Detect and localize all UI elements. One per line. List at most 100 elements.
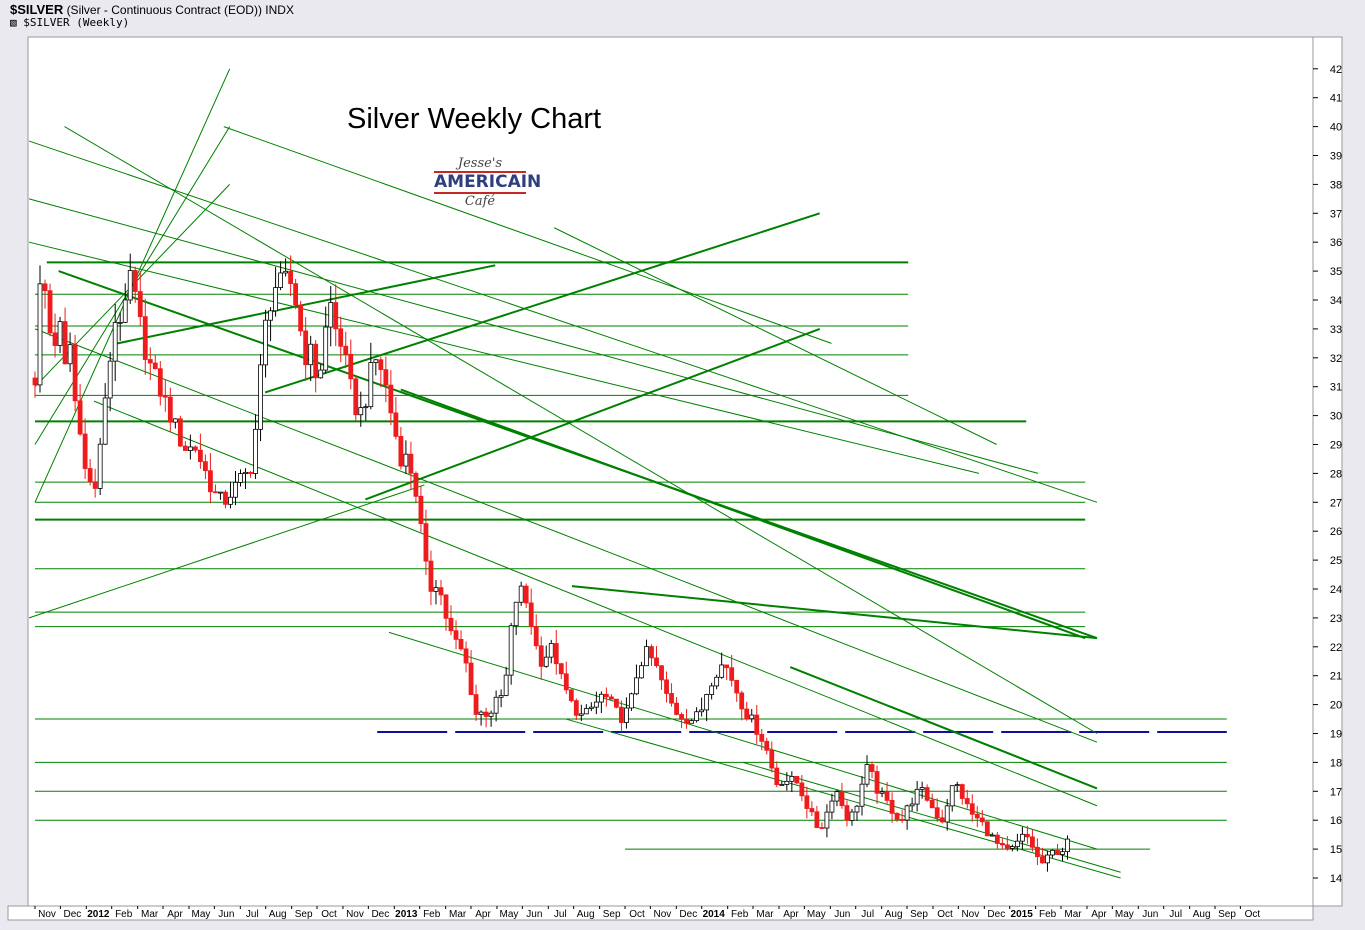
diagonal-trend-line: [28, 241, 980, 474]
diagonal-trend-line: [789, 666, 1098, 790]
candle-body: [1035, 846, 1040, 858]
candle-body: [924, 787, 930, 801]
candle-body: [182, 445, 188, 451]
candle-body: [724, 664, 730, 669]
x-tick-label: Sep: [295, 909, 313, 920]
candle-body: [854, 805, 860, 813]
candle-body: [137, 291, 143, 318]
candle-body: [829, 800, 835, 813]
candle-body: [719, 664, 725, 678]
candle-body: [819, 827, 825, 829]
candle-body: [243, 471, 248, 474]
candle-body: [172, 418, 178, 423]
candle-body: [77, 400, 83, 435]
candle-body: [92, 481, 98, 489]
x-tick-label: Oct: [1245, 909, 1261, 920]
y-tick-label: 24: [1330, 584, 1342, 596]
candle-body: [162, 395, 168, 398]
x-tick-label: Feb: [731, 909, 749, 920]
candle-body: [453, 630, 459, 640]
x-tick-label: Apr: [167, 909, 183, 920]
x-tick-label: Feb: [1039, 909, 1057, 920]
diagonal-trend-line: [28, 198, 1039, 474]
y-tick-label: 19: [1330, 729, 1342, 741]
logo-line1: Jesse's: [457, 156, 503, 171]
chart-header-series-line: ▧ $SILVER (Weekly): [10, 16, 129, 29]
y-tick-label: 31: [1330, 382, 1342, 394]
candle-body: [608, 696, 614, 700]
candle-body: [839, 791, 845, 807]
y-tick-label: 32: [1330, 353, 1342, 365]
candle-body: [964, 798, 970, 805]
x-tick-label: Mar: [1064, 909, 1082, 920]
candle-body: [203, 461, 208, 472]
series-icon: ▧: [10, 16, 17, 29]
diagonal-trend-line: [117, 264, 496, 345]
symbol-description: (Silver - Continuous Contract (EOD)): [66, 3, 262, 17]
candle-body: [874, 771, 880, 794]
candle-body: [47, 290, 53, 334]
candle-body: [318, 369, 324, 379]
candle-body: [353, 378, 359, 416]
candle-body: [598, 693, 604, 703]
candle-body: [513, 601, 519, 627]
candle-body: [814, 811, 820, 828]
y-tick-label: 39: [1330, 151, 1342, 163]
symbol-label: $SILVER: [10, 2, 64, 17]
candle-body: [884, 791, 890, 801]
candle-body: [889, 799, 895, 814]
candle-body: [769, 749, 775, 769]
candle-body: [248, 471, 253, 474]
candle-body: [914, 788, 920, 805]
x-tick-label: Sep: [1218, 909, 1236, 920]
candle-body: [478, 711, 484, 715]
candle-body: [804, 795, 810, 809]
candle-body: [834, 791, 840, 802]
candle-body: [383, 369, 389, 386]
candle-body: [67, 344, 73, 365]
candle-body: [959, 784, 965, 799]
candle-body: [759, 733, 765, 742]
candle-body: [1019, 833, 1025, 842]
candle-body: [984, 821, 990, 837]
candle-body: [624, 707, 629, 723]
candle-body: [864, 764, 870, 785]
x-tick-label: Apr: [783, 909, 799, 920]
x-tick-label: Feb: [423, 909, 441, 920]
candle-body: [849, 811, 855, 821]
candle-body: [869, 764, 875, 772]
candle-body: [253, 428, 258, 474]
x-tick-label: Oct: [321, 909, 337, 920]
y-tick-label: 40: [1330, 122, 1342, 134]
candle-body: [393, 412, 399, 437]
candle-body: [132, 270, 138, 292]
candle-body: [1030, 836, 1035, 848]
candle-body: [62, 321, 68, 365]
candle-body: [408, 453, 414, 474]
y-tick-label: 25: [1330, 555, 1342, 567]
candle-body: [87, 468, 93, 483]
candle-body: [1009, 846, 1015, 849]
candle-body: [654, 657, 659, 667]
candle-body: [1004, 844, 1010, 849]
candle-body: [102, 397, 108, 445]
candle-body: [844, 805, 850, 821]
candle-body: [593, 701, 599, 708]
candle-body: [82, 433, 88, 469]
candle-body: [313, 343, 319, 379]
candle-body: [233, 481, 238, 498]
candle-body: [894, 812, 900, 820]
x-tick-label: Sep: [910, 909, 928, 920]
x-tick-label: Dec: [679, 909, 697, 920]
candle-body: [644, 646, 649, 667]
x-tick-label: 2014: [703, 909, 726, 920]
candle-body: [443, 594, 449, 619]
candle-body: [779, 784, 785, 786]
candle-body: [363, 406, 369, 409]
candle-body: [468, 662, 474, 695]
candle-body: [794, 776, 800, 784]
candle-body: [588, 706, 594, 709]
y-tick-label: 27: [1330, 497, 1342, 509]
candle-body: [989, 834, 995, 837]
candle-body: [558, 663, 564, 675]
